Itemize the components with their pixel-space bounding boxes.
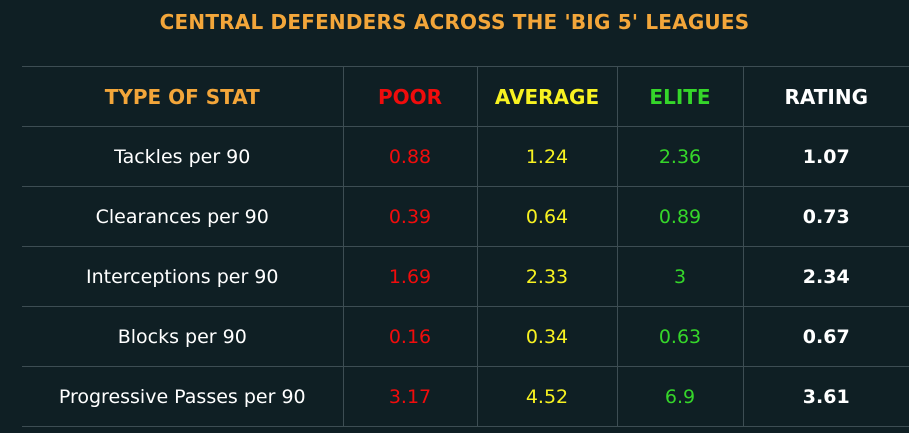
- rating-value: 0.67: [743, 306, 909, 367]
- stat-name: Progressive Passes per 90: [22, 366, 344, 427]
- table-row: Blocks per 90 0.16 0.34 0.63 0.67: [22, 306, 909, 367]
- elite-value: 6.9: [617, 366, 744, 427]
- rating-value: 3.61: [743, 366, 909, 427]
- table-row: Interceptions per 90 1.69 2.33 3 2.34: [22, 246, 909, 307]
- average-value: 1.24: [477, 126, 618, 187]
- table-row: Tackles per 90 0.88 1.24 2.36 1.07: [22, 126, 909, 187]
- column-header-type: TYPE OF STAT: [22, 66, 344, 127]
- elite-value: 3: [617, 246, 744, 307]
- column-header-elite: ELITE: [617, 66, 744, 127]
- table-row: Clearances per 90 0.39 0.64 0.89 0.73: [22, 186, 909, 247]
- header-row: TYPE OF STAT POOR AVERAGE ELITE RATING: [22, 66, 909, 127]
- average-value: 0.64: [477, 186, 618, 247]
- rating-value: 1.07: [743, 126, 909, 187]
- stat-name: Tackles per 90: [22, 126, 344, 187]
- average-value: 0.34: [477, 306, 618, 367]
- elite-value: 2.36: [617, 126, 744, 187]
- average-value: 4.52: [477, 366, 618, 427]
- column-header-rating: RATING: [743, 66, 909, 127]
- poor-value: 0.16: [343, 306, 478, 367]
- poor-value: 0.88: [343, 126, 478, 187]
- rating-value: 0.73: [743, 186, 909, 247]
- stats-table: TYPE OF STAT POOR AVERAGE ELITE RATING T…: [22, 66, 909, 427]
- rating-value: 2.34: [743, 246, 909, 307]
- stat-name: Interceptions per 90: [22, 246, 344, 307]
- table-row: Progressive Passes per 90 3.17 4.52 6.9 …: [22, 366, 909, 427]
- column-header-average: AVERAGE: [477, 66, 618, 127]
- stat-name: Blocks per 90: [22, 306, 344, 367]
- poor-value: 1.69: [343, 246, 478, 307]
- elite-value: 0.63: [617, 306, 744, 367]
- stat-name: Clearances per 90: [22, 186, 344, 247]
- poor-value: 3.17: [343, 366, 478, 427]
- table-title: CENTRAL DEFENDERS ACROSS THE 'BIG 5' LEA…: [159, 10, 750, 34]
- average-value: 2.33: [477, 246, 618, 307]
- poor-value: 0.39: [343, 186, 478, 247]
- elite-value: 0.89: [617, 186, 744, 247]
- column-header-poor: POOR: [343, 66, 478, 127]
